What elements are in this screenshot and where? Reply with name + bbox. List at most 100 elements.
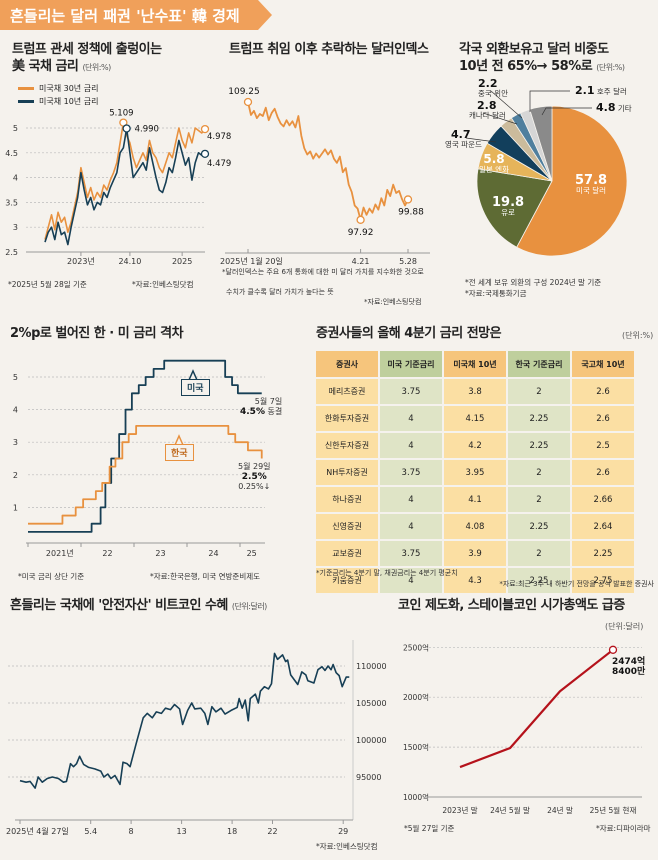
fx-unit: (단위:%) (596, 63, 625, 72)
stablecoin-xtick-label: 24년 5월 말 (490, 805, 530, 815)
stablecoin-end-marker (608, 645, 618, 654)
treasury-marker (200, 124, 210, 134)
stablecoin-note: *5월 27일 기준 (404, 824, 455, 833)
column-header: 증권사 (316, 351, 378, 377)
dollar-value-label: 109.25 (228, 87, 260, 97)
us-rate-line (28, 359, 262, 533)
table-cell: 2.75 (572, 568, 634, 593)
treasury-title-line1: 트럼프 관세 정책에 출렁이는 (12, 42, 162, 57)
treasury-xtick-label: 2025 (172, 257, 192, 266)
treasury-xtick-label: 2023년 (67, 256, 95, 266)
bitcoin-ytick-label: 110000 (356, 662, 387, 671)
stablecoin-source: *자료:디파이라마 (596, 824, 651, 833)
pie-slice (476, 168, 553, 248)
table-cell: 4.08 (444, 514, 506, 539)
bitcoin-unit: (단위:달러) (231, 602, 267, 611)
treasury-value-label: 4.978 (207, 132, 231, 142)
stablecoin-title: 코인 제도화, 스테이블코인 시가총액도 급증 (398, 598, 625, 613)
bitcoin-price-line (19, 652, 350, 789)
bitcoin-ytick-label: 105000 (356, 699, 387, 708)
kr-tag: 한국 (165, 444, 194, 461)
stablecoin-ytick-label: 1500억 (403, 743, 429, 752)
table-cell: 2 (508, 379, 570, 404)
table-cell: 4 (380, 406, 442, 431)
table-cell: 2.64 (572, 514, 634, 539)
stablecoin-ytick-label: 1000억 (403, 793, 429, 802)
firm-name-cell: 키움증권 (316, 568, 378, 593)
label-other: 4.8 기타 (596, 101, 632, 114)
legend-swatch-10y (18, 100, 34, 103)
table-cell: 2 (508, 460, 570, 485)
label-gbp: 4.7 영국 파운드 (445, 128, 482, 149)
treasury-xtick-label: 24.10 (118, 257, 141, 266)
table-cell: 2.6 (572, 460, 634, 485)
stablecoin-unit: (단위:달러) (605, 622, 644, 631)
treasury-value-label: 4.479 (207, 159, 231, 169)
pie-leader-line (490, 90, 523, 119)
rate-gap-note: *미국 금리 상단 기준 (18, 572, 85, 581)
treasury-line-10y (44, 127, 206, 246)
bitcoin-xtick-label: 29 (338, 827, 348, 836)
legend-swatch-30y (18, 87, 34, 90)
kr-tag-pointer (174, 434, 184, 446)
rate-gap-title: 2%p로 벌어진 한 · 미 금리 격차 (10, 326, 184, 341)
bitcoin-title-text: 흔들리는 국채에 '안전자산' 비트코인 수혜 (10, 598, 228, 613)
dollar-index-note-2: 수치가 클수록 달러 가치가 높다는 뜻 (226, 288, 334, 296)
dollar-marker (356, 215, 365, 224)
table-cell: 2.25 (508, 514, 570, 539)
table-cell: 4 (380, 487, 442, 512)
bitcoin-xtick-label: 13 (177, 827, 187, 836)
stablecoin-xtick-label: 2023년 말 (442, 805, 477, 815)
pie-leader-line (465, 137, 497, 143)
firm-name-cell: 메리츠증권 (316, 379, 378, 404)
table-cell: 3.95 (444, 460, 506, 485)
rate-xtick-label: 22 (102, 549, 112, 558)
table-row: NH투자증권 3.75 3.95 2 2.6 (316, 460, 634, 485)
table-row: 하나증권 4 4.1 2 2.66 (316, 487, 634, 512)
table-cell: 2.5 (572, 433, 634, 458)
treasury-value-label: 4.990 (135, 124, 159, 134)
label-aud: 2.1 호주 달러 (575, 84, 627, 97)
column-header: 국고채 10년 (572, 351, 634, 377)
table-cell: 3.75 (380, 541, 442, 566)
firm-name-cell: NH투자증권 (316, 460, 378, 485)
table-row: 한화투자증권 4 4.15 2.25 2.6 (316, 406, 634, 431)
bitcoin-source: *자료:인베스팅닷컴 (316, 842, 378, 851)
table-cell: 2 (508, 541, 570, 566)
label-jpy: 5.8 일본 엔화 (479, 152, 509, 174)
forecast-table: 증권사 미국 기준금리 미국채 10년 한국 기준금리 국고채 10년 메리츠증권 3.7… (314, 349, 636, 595)
firm-name-cell: 하나증권 (316, 487, 378, 512)
label-eur: 19.8 유로 (492, 195, 525, 217)
bitcoin-ytick-label: 100000 (356, 736, 387, 745)
treasury-marker (200, 149, 210, 158)
table-cell: 3.8 (444, 379, 506, 404)
treasury-ytick-label: 3 (13, 223, 18, 232)
banner: 흔들리는 달러 패권 '난수표' 韓 경제 (0, 0, 272, 30)
us-tag-pointer (188, 369, 198, 381)
table-cell: 2.25 (508, 568, 570, 593)
korea-rate-line (28, 424, 263, 525)
legend-30y: 미국채 30년 금리 (18, 82, 98, 95)
fx-title: 각국 외환보유고 달러 비중도 10년 전 65%→ 58%로 (단위:%) (459, 41, 625, 76)
dollar-index-source: *자료:인베스팅닷컴 (364, 298, 422, 306)
stablecoin-end-label: 2474억 8400만 (612, 657, 646, 677)
treasury-ytick-label: 5 (13, 124, 18, 133)
table-body: 메리츠증권 3.75 3.8 2 2.6 한화투자증권 4 4.15 2.25 2.6 신한투자증권… (316, 379, 634, 593)
table-row: 신한투자증권 4 4.2 2.25 2.5 (316, 433, 634, 458)
table-cell: 2.25 (508, 433, 570, 458)
dollar-xtick-label: 4.21 (352, 257, 370, 266)
bitcoin-xtick-label: 22 (267, 827, 277, 836)
table-row: 신영증권 4 4.08 2.25 2.64 (316, 514, 634, 539)
table-header-row: 증권사 미국 기준금리 미국채 10년 한국 기준금리 국고채 10년 (316, 351, 634, 377)
dollar-index-title: 트럼프 취임 이후 추락하는 달러인덱스 (229, 42, 429, 57)
table-cell: 3.75 (380, 460, 442, 485)
rate-ytick-label: 2 (13, 471, 18, 480)
stablecoin-line (459, 648, 614, 769)
table-cell: 2.66 (572, 487, 634, 512)
rate-xtick-label: 25 (247, 549, 257, 558)
treasury-unit: (단위:%) (82, 63, 111, 72)
us-annotation: 5월 7일 4.5% 동결 (240, 397, 283, 417)
treasury-ytick-label: 3.5 (5, 198, 18, 207)
rate-ytick-label: 5 (13, 373, 18, 382)
treasury-title-line2: 美 국채 금리 (12, 59, 79, 74)
